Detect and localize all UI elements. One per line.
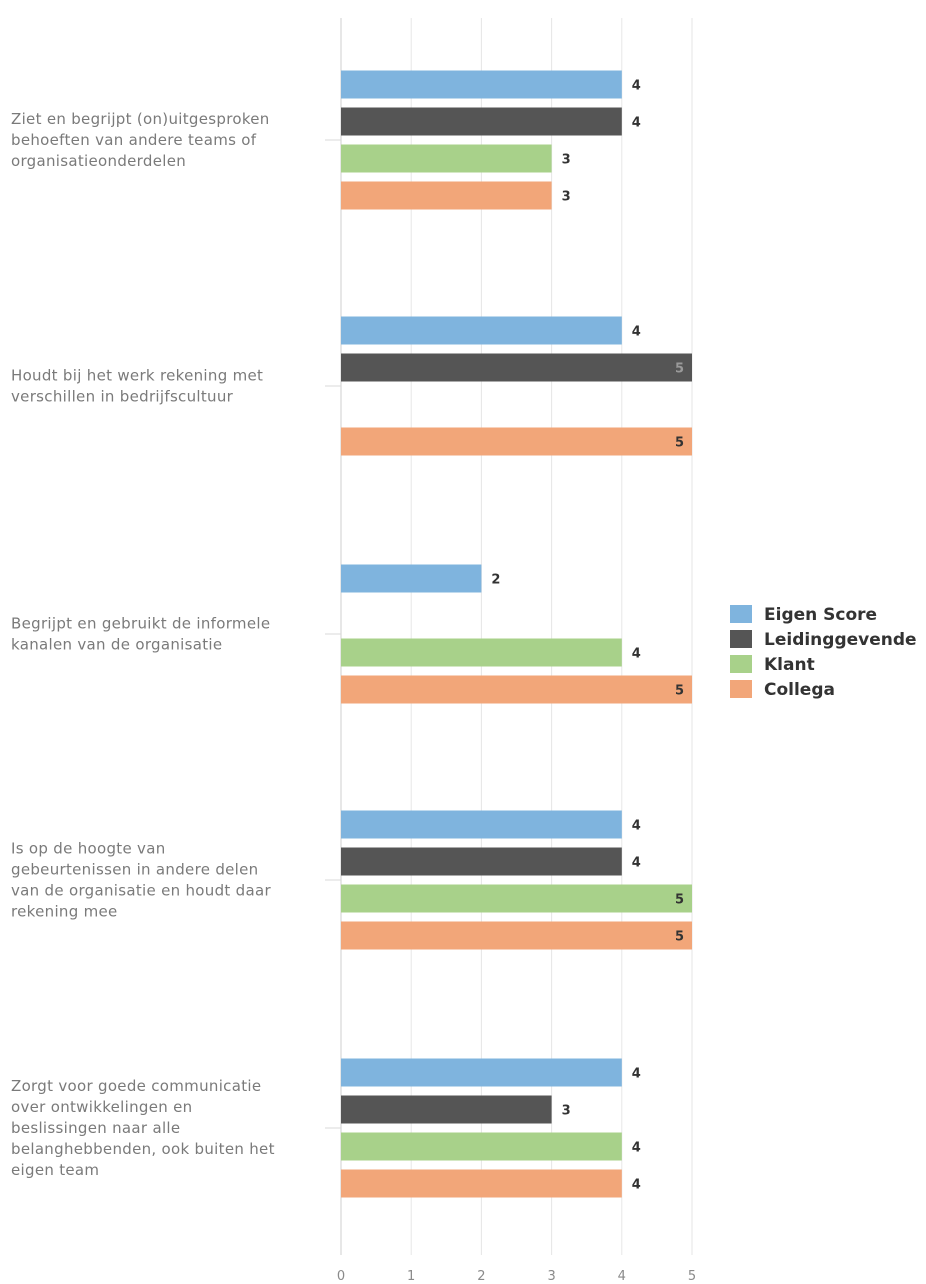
bar-klant (341, 884, 692, 913)
data-label: 3 (562, 1104, 571, 1119)
category-label-line: eigen team (11, 1161, 99, 1179)
data-label: 4 (632, 325, 641, 340)
legend-swatch (730, 680, 752, 698)
category-label-line: behoeften van andere teams of (11, 131, 257, 149)
legend-swatch (730, 605, 752, 623)
bar-eigen-score (341, 70, 622, 99)
category-label: Begrijpt en gebruikt de informele kanalen… (11, 615, 270, 654)
category-label-line: van de organisatie en houdt daar (11, 882, 271, 900)
bar-leidinggevende (341, 1095, 552, 1124)
category-label: Houdt bij het werk rekening met verschill… (11, 367, 263, 406)
category-label-line: Is op de hoogte van (11, 840, 166, 858)
x-tick-label: 1 (407, 1269, 415, 1284)
gridlines (340, 18, 693, 1255)
category-label-line: beslissingen naar alle (11, 1119, 180, 1137)
data-label: 3 (562, 153, 571, 168)
bar-eigen-score (341, 810, 622, 839)
data-label: 5 (675, 893, 684, 908)
bar-leidinggevende (341, 107, 622, 136)
category-label-line: gebeurtenissen in andere delen (11, 861, 258, 879)
category-labels: Ziet en begrijpt (on)uitgesproken behoeft… (11, 110, 275, 1179)
category-label-line: over ontwikkelingen en (11, 1098, 193, 1116)
bar-klant (341, 144, 552, 173)
category-label: Ziet en begrijpt (on)uitgesproken behoeft… (11, 110, 270, 170)
bar-collega (341, 675, 692, 704)
legend-swatch (730, 655, 752, 673)
bar-eigen-score (341, 564, 482, 593)
bar-eigen-score (341, 1058, 622, 1087)
data-label: 2 (491, 573, 500, 588)
legend-entry: Collega (764, 680, 835, 700)
bar-collega (341, 427, 692, 456)
category-label-line: organisatieonderdelen (11, 152, 186, 170)
legend-swatch (730, 630, 752, 648)
category-label-line: Begrijpt en gebruikt de informele (11, 615, 270, 633)
data-label: 5 (675, 684, 684, 699)
x-tick-label: 5 (688, 1269, 696, 1284)
category-label: Is op de hoogte van gebeurtenissen in and… (11, 840, 271, 921)
data-label: 4 (632, 1178, 641, 1193)
x-tick-labels: 0 1 2 3 4 5 (337, 1269, 696, 1284)
bar-leidinggevende (341, 353, 692, 382)
data-label: 4 (632, 79, 641, 94)
data-label: 4 (632, 116, 641, 131)
data-label: 4 (632, 819, 641, 834)
data-label: 4 (632, 647, 641, 662)
bar-collega (341, 921, 692, 950)
category-label-line: Ziet en begrijpt (on)uitgesproken (11, 110, 270, 128)
bar-collega (341, 1169, 622, 1198)
data-label: 5 (675, 436, 684, 451)
category-label-line: rekening mee (11, 903, 118, 921)
data-labels: 4 4 2 4 4 4 5 4 3 3 4 5 4 3 5 5 5 4 (491, 79, 684, 1193)
data-label: 4 (632, 1067, 641, 1082)
bar-leidinggevende (341, 847, 622, 876)
data-label: 5 (675, 930, 684, 945)
category-label-line: kanalen van de organisatie (11, 636, 222, 654)
category-label: Zorgt voor goede communicatie over ontwik… (11, 1077, 275, 1179)
legend-entry: Eigen Score (764, 605, 877, 625)
x-tick-label: 3 (547, 1269, 555, 1284)
x-tick-label: 4 (618, 1269, 626, 1284)
bar-eigen-score (341, 316, 622, 345)
category-label-line: Houdt bij het werk rekening met (11, 367, 263, 385)
legend: Eigen Score Leidinggevende Klant Collega (730, 605, 917, 700)
data-label: 4 (632, 856, 641, 871)
bar-collega (341, 181, 552, 210)
data-label: 5 (675, 362, 684, 377)
legend-entry: Leidinggevende (764, 630, 917, 650)
bar-klant (341, 1132, 622, 1161)
category-label-line: belanghebbenden, ook buiten het (11, 1140, 275, 1158)
data-label: 3 (562, 190, 571, 205)
category-axis (325, 139, 341, 1129)
x-tick-label: 0 (337, 1269, 345, 1284)
category-label-line: Zorgt voor goede communicatie (11, 1077, 261, 1095)
data-label: 4 (632, 1141, 641, 1156)
category-label-line: verschillen in bedrijfscultuur (11, 388, 234, 406)
bars (341, 70, 692, 1198)
bar-klant (341, 638, 622, 667)
x-tick-label: 2 (477, 1269, 485, 1284)
legend-entry: Klant (764, 655, 815, 675)
